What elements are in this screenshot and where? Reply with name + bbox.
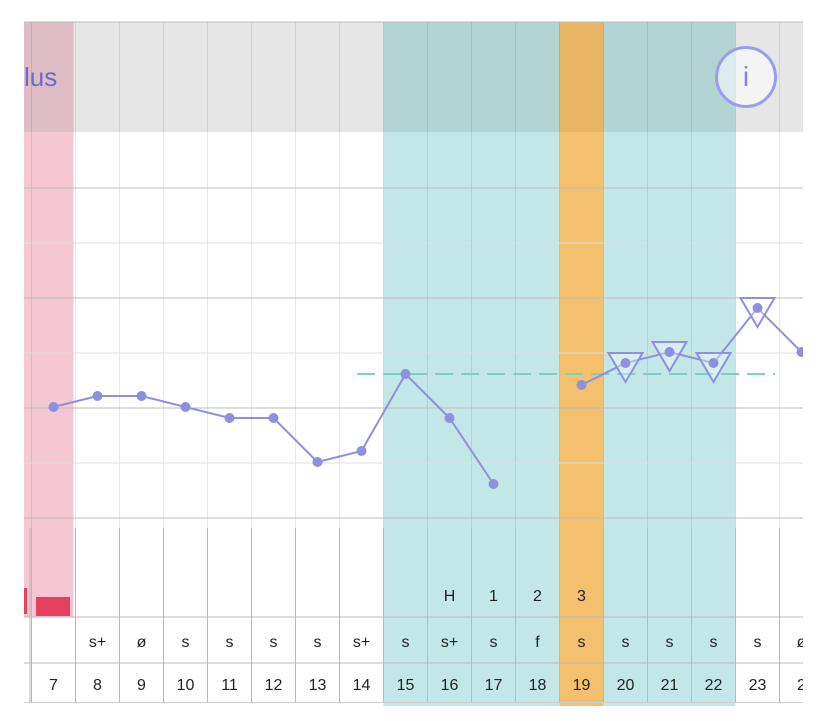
mucus-value: s	[578, 634, 586, 651]
day-label: 14	[353, 677, 371, 694]
mucus-value: s	[754, 634, 762, 651]
right-edge-mask	[803, 0, 828, 721]
temperature-point	[48, 402, 59, 412]
mucus-value: s	[710, 634, 718, 651]
day-label: 10	[177, 677, 195, 694]
band-label: H	[444, 588, 456, 605]
mucus-value: s+	[353, 634, 370, 651]
day-label: 21	[661, 677, 679, 694]
bottom-rows: H 1 2 3s+ ø s s s s s+ s s+ s f s s s s s ø7 8 9 10 11 12 13 14 15 1…	[24, 21, 807, 702]
day-label: 2	[797, 677, 806, 694]
temperature-point	[444, 413, 455, 423]
temperature-points	[48, 297, 807, 489]
band-label: 1	[489, 588, 498, 605]
day-label: 18	[529, 677, 547, 694]
chart-title-fragment: lus	[24, 62, 58, 92]
day-label: 13	[309, 677, 327, 694]
day-label: 8	[93, 677, 102, 694]
day-label: 12	[265, 677, 283, 694]
temperature-point	[400, 369, 411, 379]
ovulation-band	[559, 22, 604, 706]
mucus-value: s+	[89, 634, 106, 651]
temperature-point	[664, 347, 675, 357]
mucus-value: s	[270, 634, 278, 651]
mucus-value: s	[226, 634, 234, 651]
temperature-point	[136, 391, 147, 401]
mucus-value: s+	[441, 634, 458, 651]
temperature-point	[224, 413, 235, 423]
grid-lines	[24, 22, 803, 528]
info-button[interactable]: i	[715, 46, 777, 108]
mucus-value: s	[490, 634, 498, 651]
mucus-value: f	[535, 634, 540, 651]
day-label: 20	[617, 677, 635, 694]
band-label: 3	[577, 588, 586, 605]
day-label: 15	[397, 677, 415, 694]
temperature-point	[180, 402, 191, 412]
mucus-value: s	[402, 634, 410, 651]
mucus-value: s	[314, 634, 322, 651]
day-label: 19	[573, 677, 591, 694]
temperature-point	[708, 358, 719, 368]
mucus-value: ø	[137, 634, 147, 651]
day-label: 9	[137, 677, 146, 694]
mucus-value: s	[182, 634, 190, 651]
mucus-value: s	[622, 634, 630, 651]
menstruation-marker-edge	[24, 588, 27, 614]
temperature-point	[356, 446, 367, 456]
mucus-value: ø	[797, 634, 807, 651]
menstruation-header-shade	[24, 22, 74, 132]
day-label: 23	[749, 677, 767, 694]
temperature-point	[92, 391, 103, 401]
band-label: 2	[533, 588, 542, 605]
temperature-point	[268, 413, 279, 423]
info-icon: i	[742, 61, 750, 92]
mucus-value: s	[666, 634, 674, 651]
table-bottom-border	[24, 702, 803, 703]
temperature-point	[576, 380, 587, 390]
temperature-point	[488, 479, 499, 489]
day-label: 7	[49, 677, 58, 694]
menstruation-marker	[36, 597, 70, 616]
temperature-point	[312, 457, 323, 467]
phase-bands	[24, 22, 803, 706]
temperature-point	[752, 303, 763, 313]
day-label: 17	[485, 677, 503, 694]
temperature-point	[620, 358, 631, 368]
day-label: 22	[705, 677, 723, 694]
ovulation-header-shade	[559, 22, 604, 132]
day-label: 16	[441, 677, 459, 694]
day-label: 11	[221, 677, 238, 694]
